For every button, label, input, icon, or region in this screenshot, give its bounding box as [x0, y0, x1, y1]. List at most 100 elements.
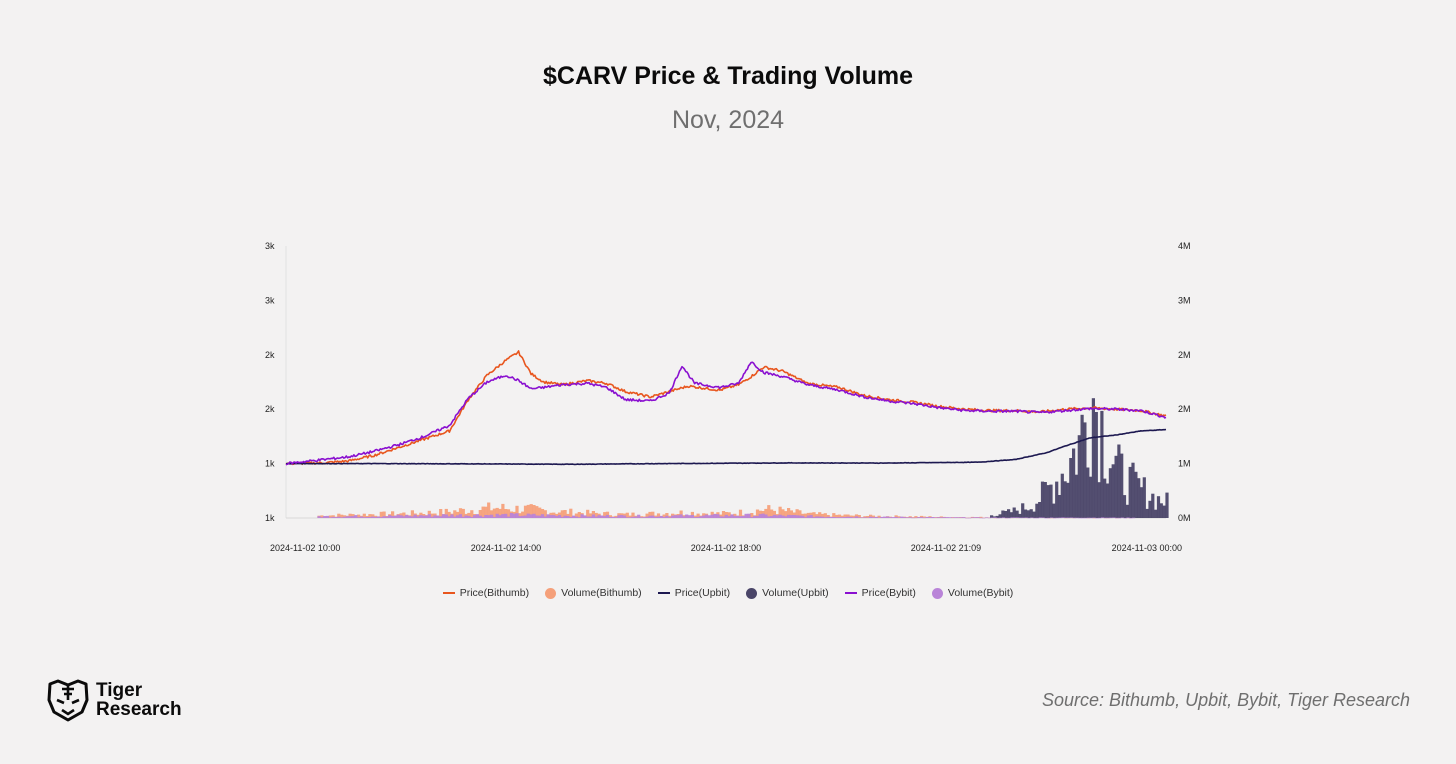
volume-bar-volume-bybit-	[430, 516, 434, 518]
volume-bar-volume-bybit-	[444, 514, 448, 518]
volume-bar-volume-bithumb-	[852, 515, 856, 518]
volume-bar-volume-upbit-	[1015, 510, 1019, 518]
volume-bar-volume-bithumb-	[569, 508, 573, 518]
volume-bar-volume-bybit-	[374, 517, 378, 518]
volume-bar-volume-bithumb-	[894, 515, 898, 518]
legend-price-bybit[interactable]: Price(Bybit)	[844, 587, 916, 599]
volume-bar-volume-bithumb-	[540, 509, 545, 518]
volume-bar-volume-bybit-	[1086, 517, 1090, 519]
volume-bar-volume-bybit-	[1078, 517, 1082, 519]
legend-price-upbit[interactable]: Price(Upbit)	[657, 587, 730, 599]
legend-volume-upbit[interactable]: Volume(Upbit)	[746, 587, 829, 599]
volume-bar-volume-bybit-	[874, 516, 878, 518]
volume-bar-volume-bybit-	[639, 517, 644, 518]
volume-bar-volume-upbit-	[1097, 482, 1101, 518]
volume-bar-volume-upbit-	[1074, 474, 1079, 518]
volume-bar-volume-bybit-	[823, 517, 827, 518]
volume-bars-layer	[317, 398, 1169, 519]
volume-bar-volume-bybit-	[837, 517, 842, 518]
volume-bar-volume-bybit-	[583, 515, 587, 518]
volume-bar-volume-bithumb-	[342, 515, 347, 518]
volume-bar-volume-bithumb-	[523, 505, 528, 518]
volume-bar-volume-upbit-	[1063, 481, 1067, 518]
volume-bar-volume-bithumb-	[410, 510, 414, 518]
volume-bar-volume-bybit-	[1075, 517, 1079, 519]
volume-bar-volume-bybit-	[396, 514, 400, 518]
volume-bar-volume-bybit-	[679, 514, 683, 518]
volume-bar-volume-bybit-	[866, 517, 870, 518]
volume-bar-volume-bithumb-	[504, 509, 508, 518]
volume-bar-volume-bybit-	[707, 515, 711, 518]
volume-bar-volume-bybit-	[1117, 517, 1122, 519]
volume-bar-volume-bybit-	[993, 517, 997, 518]
volume-bar-volume-bybit-	[354, 515, 358, 518]
volume-bar-volume-bybit-	[642, 517, 646, 518]
volume-bar-volume-bybit-	[1016, 517, 1020, 518]
volume-bar-volume-bybit-	[1089, 517, 1093, 519]
volume-bar-volume-upbit-	[1046, 485, 1050, 518]
legend-swatch	[545, 587, 557, 599]
volume-bar-volume-bybit-	[337, 516, 341, 518]
volume-bar-volume-upbit-	[1094, 412, 1098, 518]
legend-price-bithumb[interactable]: Price(Bithumb)	[442, 587, 530, 599]
volume-bar-volume-bybit-	[1098, 517, 1102, 519]
y-left-tick-label: 1k	[265, 513, 275, 523]
volume-bar-volume-bybit-	[399, 515, 403, 518]
volume-bar-volume-bybit-	[744, 513, 748, 518]
volume-bar-volume-bithumb-	[331, 515, 335, 518]
volume-bar-volume-bithumb-	[787, 508, 791, 518]
volume-bar-volume-bithumb-	[818, 512, 822, 518]
volume-bar-volume-bybit-	[622, 515, 627, 518]
volume-bar-volume-bybit-	[569, 516, 573, 518]
legend-volume-bybit[interactable]: Volume(Bybit)	[931, 587, 1013, 599]
volume-bar-volume-bithumb-	[939, 516, 943, 518]
volume-bar-volume-bybit-	[1010, 517, 1014, 518]
volume-bar-volume-upbit-	[1165, 492, 1169, 518]
volume-bar-volume-bybit-	[719, 516, 723, 518]
volume-bar-volume-bybit-	[976, 517, 980, 518]
volume-bar-volume-bybit-	[900, 516, 904, 518]
volume-bar-volume-bithumb-	[608, 515, 612, 518]
x-tick-label: 2024-11-03 00:00	[1112, 543, 1182, 553]
volume-bar-volume-bybit-	[704, 514, 709, 518]
volume-bar-volume-upbit-	[1142, 477, 1146, 518]
volume-bar-volume-bithumb-	[498, 508, 502, 518]
volume-bar-volume-bybit-	[487, 515, 491, 518]
volume-bar-volume-bybit-	[775, 515, 779, 518]
volume-bar-volume-bybit-	[416, 516, 420, 518]
volume-bar-volume-upbit-	[995, 515, 999, 518]
volume-bar-volume-bybit-	[914, 517, 918, 519]
volume-bar-volume-upbit-	[1156, 496, 1161, 518]
volume-bar-volume-bybit-	[733, 515, 737, 518]
volume-bar-volume-bybit-	[427, 514, 431, 518]
volume-bar-volume-bybit-	[328, 517, 332, 518]
volume-bar-volume-upbit-	[1018, 513, 1022, 518]
volume-bar-volume-bybit-	[648, 515, 652, 518]
volume-bar-volume-bybit-	[605, 514, 610, 518]
volume-bar-volume-bybit-	[656, 516, 661, 518]
volume-bar-volume-bybit-	[699, 516, 703, 518]
volume-bar-volume-bybit-	[902, 517, 907, 518]
volume-bar-volume-upbit-	[1139, 487, 1144, 518]
volume-bar-volume-bybit-	[458, 514, 463, 518]
volume-bar-volume-bybit-	[747, 513, 751, 518]
legend-label: Price(Bybit)	[861, 587, 916, 599]
volume-bar-volume-bybit-	[473, 515, 477, 518]
volume-bar-volume-bybit-	[391, 516, 395, 518]
volume-bar-volume-bybit-	[1100, 517, 1105, 518]
logo-line-1: Tiger	[96, 680, 143, 701]
volume-bar-volume-bybit-	[917, 517, 921, 518]
legend-label: Price(Bithumb)	[459, 587, 530, 599]
volume-bar-volume-upbit-	[990, 515, 994, 518]
volume-bar-volume-bybit-	[662, 517, 666, 518]
volume-bar-volume-upbit-	[1114, 455, 1118, 518]
volume-bar-volume-bithumb-	[470, 510, 474, 518]
volume-bar-volume-upbit-	[1148, 500, 1152, 518]
volume-bar-volume-bithumb-	[589, 513, 593, 518]
volume-bar-volume-bybit-	[1109, 517, 1113, 519]
volume-bar-volume-bybit-	[1044, 517, 1048, 519]
legend-volume-bithumb[interactable]: Volume(Bithumb)	[545, 587, 642, 599]
volume-bar-volume-bithumb-	[337, 513, 341, 518]
volume-bar-volume-bybit-	[755, 515, 760, 518]
